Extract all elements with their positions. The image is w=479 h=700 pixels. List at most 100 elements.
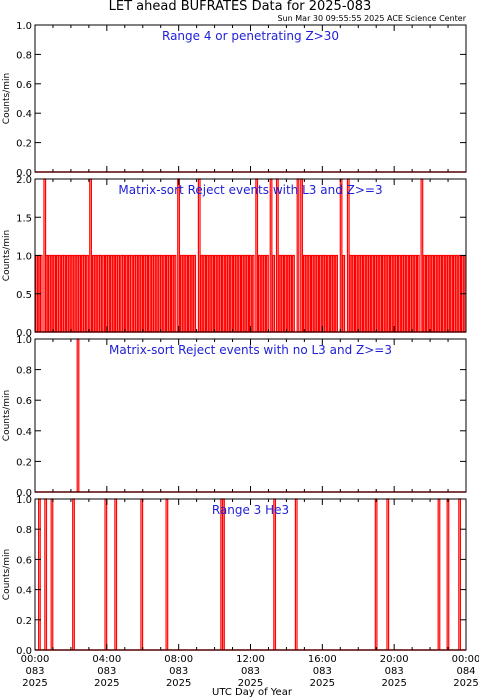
data-spike <box>70 254 74 332</box>
data-spike <box>224 254 228 332</box>
y-tick-label: 0.6 <box>16 555 32 566</box>
y-tick-label: 0.0 <box>16 328 32 339</box>
data-spike <box>439 254 443 332</box>
data-spike <box>416 254 420 332</box>
chart-panel-2: 0.0 0.5 1.0 1.5 2.0 Counts/min Matrix-sort Rej… <box>2 175 467 339</box>
data-spike <box>406 254 409 332</box>
data-spike <box>114 254 118 332</box>
chart-panel-3: 0.0 0.2 0.4 0.6 0.8 1.0 Counts/min Matrix-sort … <box>2 335 467 499</box>
y-tick-label: 0.8 <box>16 50 32 61</box>
data-spike <box>289 254 293 332</box>
data-spike <box>109 254 113 332</box>
data-spike <box>431 254 435 332</box>
data-spike <box>122 254 126 332</box>
data-spike <box>450 254 453 332</box>
data-spike <box>403 254 407 332</box>
data-spike <box>213 254 217 332</box>
data-spike <box>249 254 252 332</box>
y-tick-label: 0.0 <box>16 168 32 179</box>
y-tick-label: 0.8 <box>16 366 32 377</box>
data-spike <box>302 254 306 332</box>
data-spike <box>266 254 269 332</box>
y-axis-label: Counts/min <box>2 549 12 600</box>
data-spike <box>284 254 287 332</box>
data-spike <box>452 254 456 332</box>
data-spike <box>332 254 336 332</box>
data-spike <box>83 254 87 332</box>
data-spike <box>152 254 156 332</box>
data-spike <box>47 254 51 332</box>
y-tick-label: 0.8 <box>16 525 32 536</box>
data-spike <box>263 254 267 332</box>
data-spike <box>179 254 183 332</box>
data-spike <box>216 254 220 332</box>
x-axis-label: UTC Day of Year <box>212 687 293 698</box>
data-spike <box>205 254 209 332</box>
data-spike <box>232 254 236 332</box>
y-tick-label: 1.0 <box>16 335 32 346</box>
x-axis: 00:00083202504:00083202508:00083202512:0… <box>21 654 479 689</box>
data-spike <box>371 254 374 332</box>
x-tick-year: 2025 <box>238 678 263 689</box>
y-tick-label: 0.5 <box>16 290 32 301</box>
data-spike <box>53 254 57 332</box>
x-tick-year: 2025 <box>453 678 478 689</box>
data-spike <box>381 254 385 332</box>
data-spike <box>414 254 418 332</box>
x-tick-doy: 083 <box>385 666 404 677</box>
data-spike <box>387 254 391 332</box>
data-spike <box>305 254 309 332</box>
data-spike <box>182 254 186 332</box>
x-tick-doy: 083 <box>25 666 44 677</box>
data-spike <box>384 254 388 332</box>
data-spike <box>423 254 426 332</box>
y-tick-label: 0.4 <box>16 427 32 438</box>
data-spike <box>168 254 171 332</box>
data-spike <box>147 254 151 332</box>
data-spike <box>272 254 276 332</box>
data-spike <box>327 254 330 332</box>
data-spike <box>257 254 261 332</box>
x-tick-time: 00:00 <box>452 654 479 665</box>
data-spike <box>129 254 133 332</box>
data-spike <box>455 254 459 332</box>
panel-title: Matrix-sort Reject events with no L3 and… <box>109 343 392 357</box>
data-spike <box>193 254 197 332</box>
data-spike <box>165 254 169 332</box>
data-spike <box>155 254 159 332</box>
data-spike <box>160 254 164 332</box>
y-axis-label: Counts/min <box>2 73 12 124</box>
y-axis-label: Counts/min <box>2 390 12 441</box>
data-spike <box>185 254 189 332</box>
data-spike <box>203 254 207 332</box>
data-spike <box>50 254 54 332</box>
x-tick-doy: 083 <box>313 666 332 677</box>
data-spike <box>360 254 364 332</box>
data-spike <box>324 254 328 332</box>
y-tick-label: 0.2 <box>16 457 32 468</box>
data-spike <box>58 254 61 332</box>
data-spike <box>447 254 451 332</box>
data-spike <box>45 254 49 332</box>
y-tick-label: 0.2 <box>16 616 32 627</box>
y-tick-label: 1.0 <box>16 252 32 263</box>
data-spike <box>376 254 380 332</box>
data-spike <box>408 254 412 332</box>
data-spike <box>125 254 128 332</box>
y-tick-label: 0.6 <box>16 80 32 91</box>
panel-title: Range 3 He3 <box>212 503 289 517</box>
data-spike <box>143 254 146 332</box>
data-spike <box>145 254 149 332</box>
y-tick-label: 0.4 <box>16 109 32 120</box>
data-spike <box>102 254 106 332</box>
data-spike <box>352 254 356 332</box>
data-spike <box>91 254 95 332</box>
x-tick-time: 12:00 <box>236 654 265 665</box>
chart-panel-4: 0.0 0.2 0.4 0.6 0.8 1.0 Counts/min Range 3 He3 <box>2 495 467 657</box>
x-tick-year: 2025 <box>22 678 47 689</box>
